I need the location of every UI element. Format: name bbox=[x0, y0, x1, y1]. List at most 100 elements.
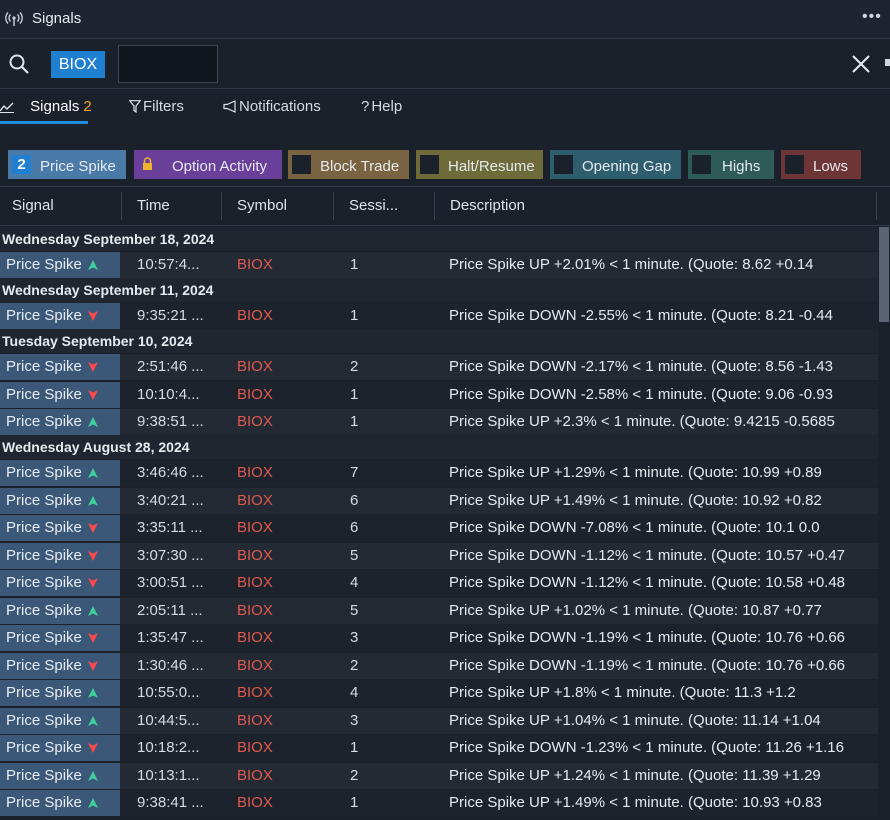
session-cell: 4 bbox=[350, 574, 359, 591]
scrollbar-thumb[interactable] bbox=[879, 227, 889, 322]
panel-edge-marker bbox=[885, 59, 890, 66]
tab-help[interactable]: ? Help bbox=[361, 98, 402, 115]
tab-filters[interactable]: Filters bbox=[129, 98, 184, 115]
filter-option-activity-label: Option Activity bbox=[172, 158, 268, 175]
column-resize-handle[interactable] bbox=[434, 192, 435, 220]
arrow-up-icon bbox=[88, 771, 98, 781]
vertical-scrollbar[interactable] bbox=[878, 227, 890, 820]
tab-signals[interactable]: Signals 2 bbox=[0, 98, 92, 115]
table-row[interactable]: Price Spike 2:05:11 ... BIOX 5 Price Spike U… bbox=[0, 598, 878, 624]
filter-lows[interactable]: Lows bbox=[781, 150, 861, 179]
column-header-signal[interactable]: Signal bbox=[12, 197, 54, 214]
column-header-time[interactable]: Time bbox=[137, 197, 170, 214]
signal-label: Price Spike bbox=[6, 602, 82, 619]
filter-opening-gap-checkbox[interactable] bbox=[554, 155, 573, 174]
table-row[interactable]: Price Spike 3:07:30 ... BIOX 5 Price Spike D… bbox=[0, 543, 878, 569]
arrow-down-icon bbox=[88, 362, 98, 372]
arrow-up-icon bbox=[88, 260, 98, 270]
time-cell: 3:07:30 ... bbox=[137, 547, 204, 564]
more-options-icon[interactable]: ••• bbox=[862, 8, 882, 25]
session-cell: 1 bbox=[350, 386, 359, 403]
signal-cell: Price Spike bbox=[0, 382, 120, 408]
arrow-up-icon bbox=[88, 468, 98, 478]
arrow-down-icon bbox=[88, 551, 98, 561]
filter-option-activity[interactable]: Option Activity bbox=[134, 150, 282, 179]
session-cell: 7 bbox=[350, 464, 359, 481]
table-header: Signal Time Symbol Sessi... Description bbox=[0, 186, 890, 226]
filter-block-trade-label: Block Trade bbox=[320, 158, 400, 175]
filter-lows-checkbox[interactable] bbox=[785, 155, 804, 174]
search-icon[interactable] bbox=[8, 53, 30, 75]
table-row[interactable]: Price Spike 3:35:11 ... BIOX 6 Price Spike D… bbox=[0, 515, 878, 541]
arrow-up-icon bbox=[88, 606, 98, 616]
filter-price-spike[interactable]: 2 Price Spike bbox=[8, 150, 126, 179]
time-cell: 10:44:5... bbox=[137, 712, 200, 729]
arrow-up-icon bbox=[88, 716, 98, 726]
session-cell: 1 bbox=[350, 794, 359, 811]
arrow-up-icon bbox=[88, 496, 98, 506]
date-group-header: Tuesday September 10, 2024 bbox=[0, 329, 878, 353]
table-row[interactable]: Price Spike 3:46:46 ... BIOX 7 Price Spike U… bbox=[0, 460, 878, 486]
signal-cell: Price Spike bbox=[0, 680, 120, 706]
symbol-cell: BIOX bbox=[237, 684, 273, 701]
table-row[interactable]: Price Spike 10:44:5... BIOX 3 Price Spike UP… bbox=[0, 708, 878, 734]
description-cell: Price Spike UP +1.02% < 1 minute. (Quote… bbox=[449, 602, 822, 619]
description-cell: Price Spike UP +2.01% < 1 minute. (Quote… bbox=[449, 256, 814, 273]
filter-highs[interactable]: Highs bbox=[688, 150, 774, 179]
symbol-search-input[interactable] bbox=[118, 45, 218, 83]
column-resize-handle[interactable] bbox=[121, 192, 122, 220]
signal-label: Price Spike bbox=[6, 358, 82, 375]
table-row[interactable]: Price Spike 10:55:0... BIOX 4 Price Spike UP… bbox=[0, 680, 878, 706]
column-resize-handle[interactable] bbox=[876, 192, 877, 220]
signal-cell: Price Spike bbox=[0, 598, 120, 624]
column-resize-handle[interactable] bbox=[333, 192, 334, 220]
signal-cell: Price Spike bbox=[0, 460, 120, 486]
signal-label: Price Spike bbox=[6, 574, 82, 591]
symbol-chip[interactable]: BIOX bbox=[51, 51, 105, 78]
time-cell: 10:18:2... bbox=[137, 739, 200, 756]
filter-price-spike-label: Price Spike bbox=[40, 158, 116, 175]
table-row[interactable]: Price Spike 9:35:21 ... BIOX 1 Price Spike D… bbox=[0, 303, 878, 329]
filter-highs-label: Highs bbox=[722, 158, 761, 175]
table-row[interactable]: Price Spike 1:35:47 ... BIOX 3 Price Spike D… bbox=[0, 625, 878, 651]
signal-cell: Price Spike bbox=[0, 515, 120, 541]
table-row[interactable]: Price Spike 10:10:4... BIOX 1 Price Spike DO… bbox=[0, 382, 878, 408]
table-row[interactable]: Price Spike 10:13:1... BIOX 2 Price Spike UP… bbox=[0, 763, 878, 789]
signal-label: Price Spike bbox=[6, 492, 82, 509]
table-row[interactable]: Price Spike 3:00:51 ... BIOX 4 Price Spike D… bbox=[0, 570, 878, 596]
session-cell: 3 bbox=[350, 629, 359, 646]
description-cell: Price Spike UP +1.24% < 1 minute. (Quote… bbox=[449, 767, 821, 784]
table-row[interactable]: Price Spike 3:40:21 ... BIOX 6 Price Spike U… bbox=[0, 488, 878, 514]
filter-highs-checkbox[interactable] bbox=[692, 155, 711, 174]
table-row[interactable]: Price Spike 10:18:2... BIOX 1 Price Spike DO… bbox=[0, 735, 878, 761]
arrow-down-icon bbox=[88, 743, 98, 753]
table-row[interactable]: Price Spike 9:38:51 ... BIOX 1 Price Spike U… bbox=[0, 409, 878, 435]
time-cell: 9:35:21 ... bbox=[137, 307, 204, 324]
date-group-label: Wednesday September 11, 2024 bbox=[2, 282, 214, 298]
filter-halt-resume[interactable]: Halt/Resume bbox=[416, 150, 543, 179]
session-cell: 1 bbox=[350, 307, 359, 324]
signal-label: Price Spike bbox=[6, 712, 82, 729]
tab-notifications[interactable]: Notifications bbox=[223, 98, 321, 115]
symbol-cell: BIOX bbox=[237, 413, 273, 430]
close-icon[interactable] bbox=[851, 54, 871, 74]
table-row[interactable]: Price Spike 10:57:4... BIOX 1 Price Spike UP… bbox=[0, 252, 878, 278]
signal-cell: Price Spike bbox=[0, 735, 120, 761]
session-cell: 6 bbox=[350, 492, 359, 509]
table-row[interactable]: Price Spike 2:51:46 ... BIOX 2 Price Spike D… bbox=[0, 354, 878, 380]
column-header-description[interactable]: Description bbox=[450, 197, 526, 214]
filter-block-trade-checkbox[interactable] bbox=[292, 155, 311, 174]
table-row[interactable]: Price Spike 9:38:41 ... BIOX 1 Price Spike U… bbox=[0, 790, 878, 816]
table-row[interactable]: Price Spike 1:30:46 ... BIOX 2 Price Spike D… bbox=[0, 653, 878, 679]
arrow-down-icon bbox=[88, 523, 98, 533]
filter-opening-gap[interactable]: Opening Gap bbox=[550, 150, 681, 179]
description-cell: Price Spike DOWN -2.55% < 1 minute. (Quo… bbox=[449, 307, 833, 324]
filter-block-trade[interactable]: Block Trade bbox=[288, 150, 409, 179]
date-group-label: Wednesday August 28, 2024 bbox=[2, 439, 190, 455]
column-header-session[interactable]: Sessi... bbox=[349, 197, 399, 214]
symbol-cell: BIOX bbox=[237, 629, 273, 646]
column-header-symbol[interactable]: Symbol bbox=[237, 197, 288, 214]
filter-halt-resume-checkbox[interactable] bbox=[420, 155, 439, 174]
column-resize-handle[interactable] bbox=[221, 192, 222, 220]
search-bar: BIOX bbox=[0, 40, 890, 89]
